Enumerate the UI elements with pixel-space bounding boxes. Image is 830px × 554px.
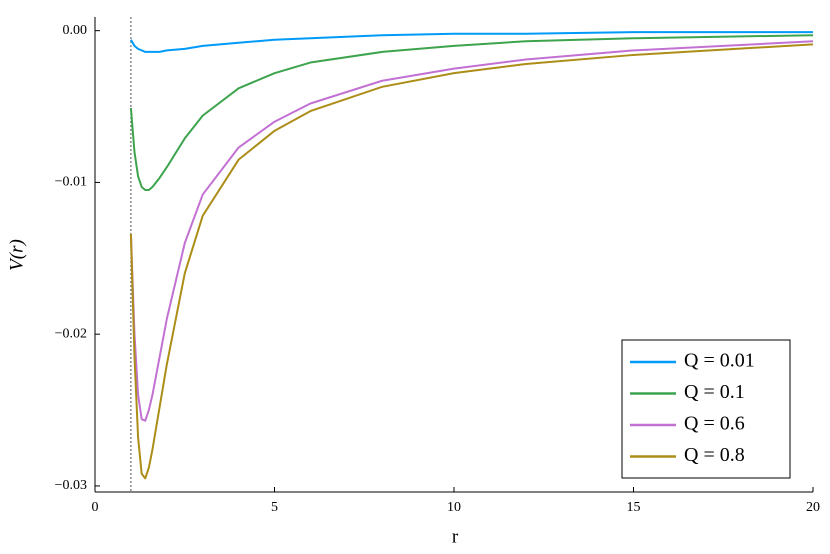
series-line [130,31,813,53]
x-tick-label: 10 [447,500,461,515]
y-axis-label: V(r) [6,239,27,271]
y-tick-label: −0.02 [55,326,87,341]
x-tick-label: 15 [627,500,641,515]
y-tick-label: −0.01 [55,175,87,190]
x-axis-label: r [452,526,459,547]
x-tick-label: 5 [271,500,278,515]
y-tick-label: −0.03 [55,478,87,493]
series-line [129,34,814,191]
x-tick-label: 20 [806,500,820,515]
legend-label: Q = 0.01 [684,350,755,372]
legend-label: Q = 0.1 [684,381,745,403]
series-line [129,40,814,422]
series-line [129,43,814,480]
y-tick-label: 0.00 [63,23,88,38]
legend-label: Q = 0.6 [684,413,745,435]
legend-label: Q = 0.8 [684,444,745,466]
x-tick-label: 0 [92,500,99,515]
